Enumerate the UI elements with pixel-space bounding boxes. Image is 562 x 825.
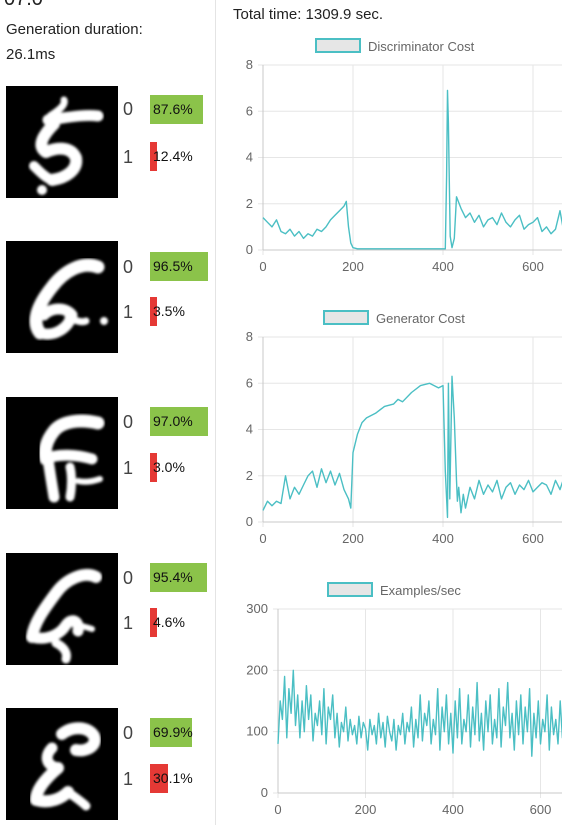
generation-duration-value: 26.1ms: [6, 46, 56, 63]
panel-divider: [215, 0, 216, 825]
sample-panel: 07.0 Generation duration: 26.1ms 0 87.6%…: [0, 0, 215, 825]
x-tick-label: 200: [355, 802, 377, 817]
discriminator-cost-chart: 024680200400600800Discriminator Cost: [246, 38, 562, 274]
probability-bar: [150, 95, 203, 124]
y-tick-label: 2: [246, 196, 253, 211]
class-label: 0: [123, 412, 134, 432]
generated-digit-image: [6, 86, 118, 198]
y-tick-label: 8: [246, 329, 253, 344]
x-tick-label: 0: [259, 531, 266, 546]
probability-text: 96.5%: [153, 258, 193, 274]
y-tick-label: 2: [246, 468, 253, 483]
generated-digit-image: [6, 708, 118, 820]
probability-text: 4.6%: [153, 614, 185, 630]
generated-digit-image: [6, 241, 118, 353]
sample-row: 0 95.4% 1 4.6%: [0, 553, 215, 668]
series-line: [262, 89, 562, 250]
probability-bar: [150, 453, 157, 482]
probability-text: 97.0%: [153, 413, 193, 429]
y-tick-label: 6: [246, 375, 253, 390]
x-tick-label: 600: [522, 259, 544, 274]
series-line: [262, 375, 562, 519]
legend-swatch: [315, 38, 361, 53]
training-stats-panel: Total time: 1309.9 sec. 0246802004006008…: [216, 0, 562, 825]
y-tick-label: 0: [261, 785, 268, 800]
probability-text: 3.0%: [153, 459, 185, 475]
y-tick-label: 0: [246, 242, 253, 257]
sample-row: 0 87.6% 1 12.4%: [0, 86, 215, 201]
probability-text: 87.6%: [153, 101, 193, 117]
probability-text: 95.4%: [153, 569, 193, 585]
x-tick-label: 600: [530, 802, 552, 817]
y-tick-label: 300: [246, 601, 268, 616]
legend-swatch: [327, 582, 373, 597]
series-line: [277, 669, 562, 757]
examples-per-sec-chart: 01002003000200400600800Examples/sec: [246, 582, 562, 817]
y-tick-label: 100: [246, 724, 268, 739]
x-tick-label: 600: [522, 531, 544, 546]
probability-bar: [150, 252, 208, 281]
legend-label: Generator Cost: [376, 311, 465, 326]
probability-bar: [150, 764, 169, 793]
x-tick-label: 200: [342, 259, 364, 274]
x-tick-label: 400: [432, 259, 454, 274]
y-tick-label: 4: [246, 150, 253, 165]
sample-row: 0 69.9% 1 30.1%: [0, 708, 215, 823]
y-tick-label: 8: [246, 57, 253, 72]
generated-digit-image: [6, 397, 118, 509]
total-time: Total time: 1309.9 sec.: [233, 6, 384, 23]
class-label: 1: [123, 458, 134, 478]
x-tick-label: 400: [432, 531, 454, 546]
y-tick-label: 6: [246, 103, 253, 118]
y-tick-label: 200: [246, 662, 268, 677]
legend-swatch: [323, 310, 369, 325]
sample-row: 0 97.0% 1 3.0%: [0, 397, 215, 512]
generated-digit-image: [6, 553, 118, 665]
probability-text: 12.4%: [153, 148, 193, 164]
class-label: 1: [123, 769, 134, 789]
probability-text: 3.5%: [153, 303, 185, 319]
generation-duration-label: Generation duration:: [6, 21, 143, 38]
partial-header-value: 07.0: [4, 0, 43, 11]
x-tick-label: 0: [259, 259, 266, 274]
class-label: 1: [123, 147, 134, 167]
class-label: 1: [123, 302, 134, 322]
class-label: 0: [123, 99, 134, 119]
legend-label: Examples/sec: [380, 583, 461, 598]
x-tick-label: 0: [274, 802, 281, 817]
probability-bar: [150, 142, 158, 171]
y-tick-label: 0: [246, 514, 253, 529]
probability-bar: [150, 563, 208, 592]
probability-bar: [150, 608, 157, 637]
probability-bar: [150, 718, 192, 747]
y-tick-label: 4: [246, 422, 253, 437]
x-tick-label: 400: [442, 802, 464, 817]
probability-text: 30.1%: [153, 770, 193, 786]
class-label: 0: [123, 257, 134, 277]
probability-bar: [150, 297, 157, 326]
sample-row: 0 96.5% 1 3.5%: [0, 241, 215, 356]
class-label: 0: [123, 723, 134, 743]
legend-label: Discriminator Cost: [368, 39, 475, 54]
x-tick-label: 200: [342, 531, 364, 546]
generator-cost-chart: 024680200400600800Generator Cost: [246, 310, 562, 546]
class-label: 0: [123, 568, 134, 588]
probability-bar: [150, 407, 209, 436]
class-label: 1: [123, 613, 134, 633]
probability-text: 69.9%: [153, 724, 193, 740]
